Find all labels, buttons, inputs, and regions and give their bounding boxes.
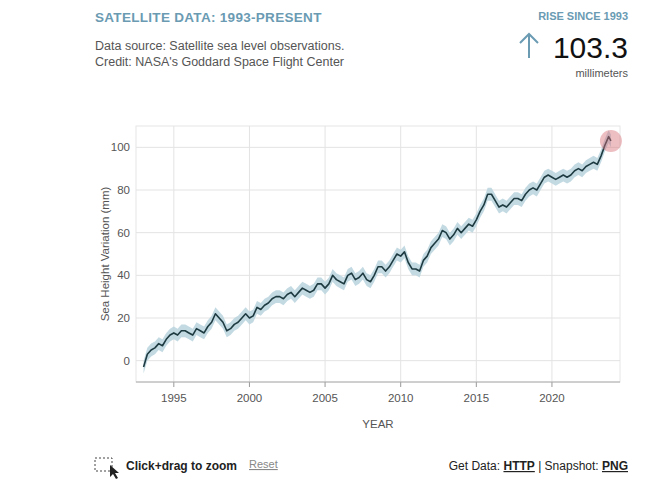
footer-links: Get Data: HTTP | Snapshot: PNG bbox=[449, 459, 628, 473]
x-tick-label: 2015 bbox=[464, 392, 490, 404]
uncertainty-band bbox=[144, 130, 611, 373]
y-grid bbox=[136, 318, 620, 319]
x-tick bbox=[551, 382, 552, 387]
rise-label: RISE SINCE 1993 bbox=[538, 10, 628, 22]
y-grid bbox=[136, 190, 620, 191]
subtitle: Data source: Satellite sea level observa… bbox=[95, 39, 344, 53]
y-tick-label: 60 bbox=[117, 227, 130, 239]
subtitle: Credit: NASA's Goddard Space Flight Cent… bbox=[95, 55, 344, 69]
y-tick-label: 80 bbox=[117, 184, 130, 196]
y-grid bbox=[136, 275, 620, 276]
x-grid bbox=[551, 126, 552, 382]
arrow-path bbox=[520, 34, 538, 58]
x-tick bbox=[249, 382, 250, 387]
y-grid bbox=[136, 147, 620, 148]
title: SATELLITE DATA: 1993-PRESENT bbox=[95, 10, 322, 25]
y-axis-label: Sea Height Variation (mm) bbox=[99, 187, 111, 322]
latest-point bbox=[600, 130, 622, 152]
x-grid bbox=[173, 126, 174, 382]
x-grid bbox=[476, 126, 477, 382]
snapshot-label: Snapshot: bbox=[545, 459, 602, 473]
x-tick-label: 2010 bbox=[388, 392, 414, 404]
get-data-label: Get Data: bbox=[449, 459, 504, 473]
x-tick bbox=[325, 382, 326, 387]
png-link[interactable]: PNG bbox=[602, 459, 628, 473]
x-grid bbox=[249, 126, 250, 382]
x-tick bbox=[476, 382, 477, 387]
y-tick-label: 20 bbox=[117, 312, 130, 324]
x-tick-label: 1995 bbox=[161, 392, 187, 404]
x-tick-label: 2000 bbox=[237, 392, 263, 404]
y-tick-label: 100 bbox=[111, 141, 130, 153]
y-tick-label: 40 bbox=[117, 269, 130, 281]
x-tick-label: 2020 bbox=[539, 392, 565, 404]
x-axis-label: YEAR bbox=[362, 418, 393, 430]
y-grid bbox=[136, 360, 620, 361]
rise-unit: millimeters bbox=[575, 67, 628, 79]
rise-arrow bbox=[520, 34, 538, 58]
chart: SATELLITE DATA: 1993-PRESENT Data source:… bbox=[0, 0, 672, 500]
plot-frame bbox=[136, 126, 620, 382]
separator: | bbox=[535, 459, 545, 473]
zoom-hint: Click+drag to zoom bbox=[126, 459, 237, 473]
x-tick bbox=[400, 382, 401, 387]
x-grid bbox=[325, 126, 326, 382]
x-tick-label: 2005 bbox=[312, 392, 338, 404]
plot-area bbox=[144, 130, 611, 373]
y-grid bbox=[136, 232, 620, 233]
x-axis-line bbox=[136, 382, 620, 383]
reset-button[interactable]: Reset bbox=[249, 458, 278, 470]
zoom-icon bbox=[95, 458, 112, 471]
sea-level-line bbox=[144, 137, 611, 367]
http-link[interactable]: HTTP bbox=[503, 459, 534, 473]
cursor-icon bbox=[110, 465, 119, 479]
y-tick-label: 0 bbox=[124, 355, 130, 367]
x-tick bbox=[173, 382, 174, 387]
rise-value: 103.3 bbox=[553, 31, 628, 64]
